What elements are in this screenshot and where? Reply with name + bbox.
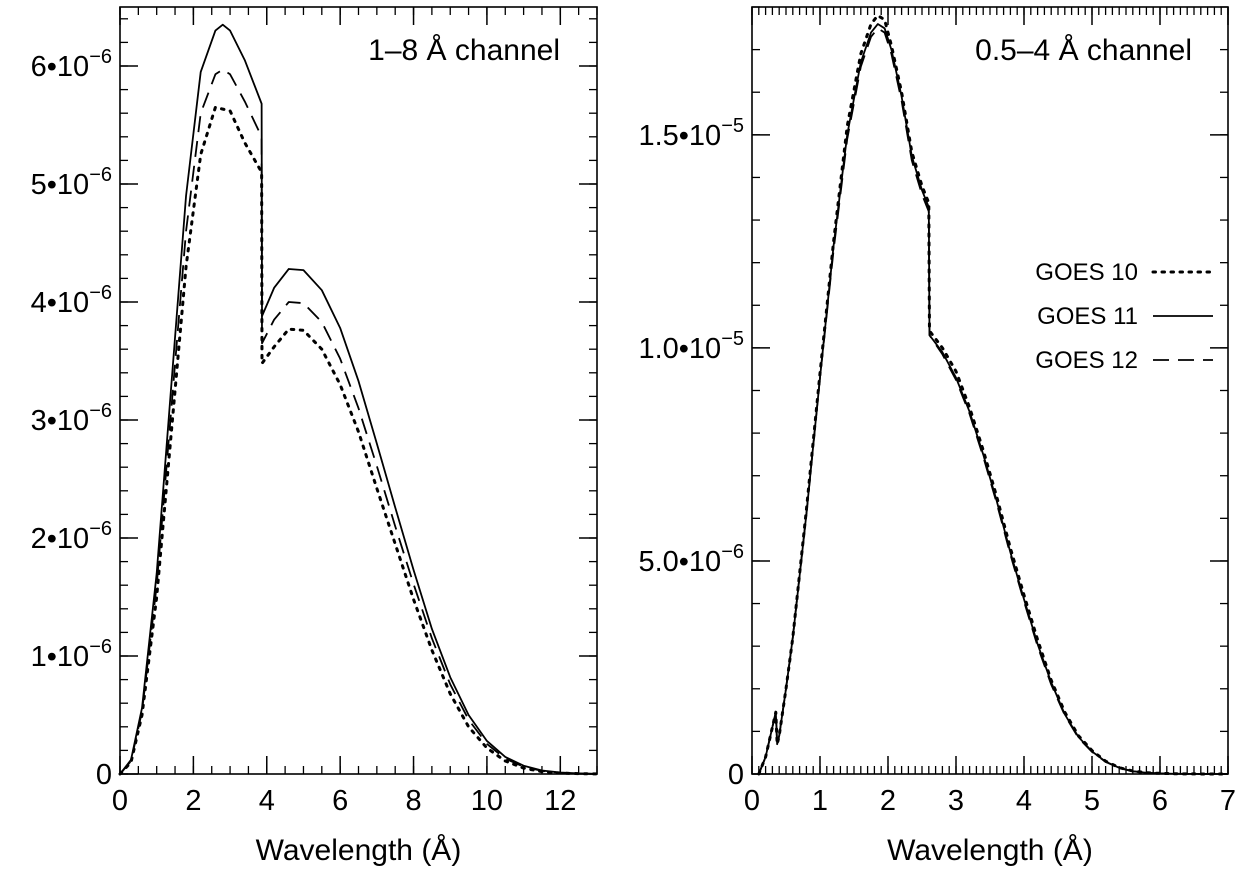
axis-ticks — [119, 7, 598, 775]
x-tick-label: 3 — [948, 785, 964, 817]
series-line-solid — [757, 23, 1229, 775]
legend-label: GOES 12 — [1035, 347, 1138, 374]
series-line-dashed — [119, 68, 598, 775]
legend-label: GOES 10 — [1035, 259, 1138, 286]
x-tick-label: 6 — [332, 785, 348, 817]
series-line-dashed — [757, 27, 1229, 775]
series-line-dotted — [757, 14, 1230, 776]
plot-frame — [751, 6, 1229, 775]
y-tick-label: 0 — [96, 759, 112, 791]
x-axis-label: Wavelength (Å) — [256, 834, 462, 867]
x-tick-label: 1 — [812, 785, 828, 817]
x-tick-label: 12 — [544, 785, 576, 817]
legend: GOES 10 GOES 11 GOES 12 — [1035, 259, 1215, 374]
channel-title: 1–8 Å channel — [368, 34, 560, 67]
x-tick-label: 7 — [1220, 785, 1236, 817]
legend-label: GOES 11 — [1037, 303, 1138, 330]
x-tick-label: 5 — [1084, 785, 1100, 817]
channel-title: 0.5–4 Å channel — [975, 34, 1192, 67]
y-tick-label: 0 — [728, 759, 744, 791]
x-tick-label: 10 — [471, 785, 503, 817]
x-tick-label: 2 — [185, 785, 201, 817]
x-tick-label: 8 — [405, 785, 421, 817]
series-line-dotted — [118, 105, 599, 776]
x-tick-label: 6 — [1152, 785, 1168, 817]
y-tick-label: 1•10−6 — [31, 636, 112, 673]
y-tick-label: 1.0•10−5 — [638, 328, 744, 365]
x-tick-label: 4 — [259, 785, 275, 817]
x-tick-label: 2 — [880, 785, 896, 817]
y-tick-label: 5•10−6 — [31, 164, 112, 201]
series-line-solid — [119, 23, 598, 775]
y-tick-label: 1.5•10−5 — [638, 115, 744, 152]
x-tick-label: 0 — [744, 785, 760, 817]
x-tick-label: 4 — [1016, 785, 1032, 817]
panel-1: 0 2 4 6 8 10 12 0 1•10−6 2•10−6 3•10−6 4•10−6 5•10−6… — [31, 6, 599, 867]
plot-frame — [119, 6, 598, 775]
y-tick-label: 3•10−6 — [31, 400, 112, 437]
x-axis-label: Wavelength (Å) — [887, 834, 1093, 867]
panel-2: 0 1 2 3 4 5 6 7 0 5.0•10−6 1.0•10−5 1.5•10−5 0.5–4 Å… — [638, 6, 1236, 867]
y-tick-label: 2•10−6 — [31, 518, 112, 555]
x-tick-label: 0 — [112, 785, 128, 817]
y-tick-label: 4•10−6 — [31, 282, 112, 319]
y-tick-label: 6•10−6 — [31, 46, 112, 83]
y-tick-label: 5.0•10−6 — [638, 541, 744, 578]
axis-ticks — [751, 6, 1229, 775]
